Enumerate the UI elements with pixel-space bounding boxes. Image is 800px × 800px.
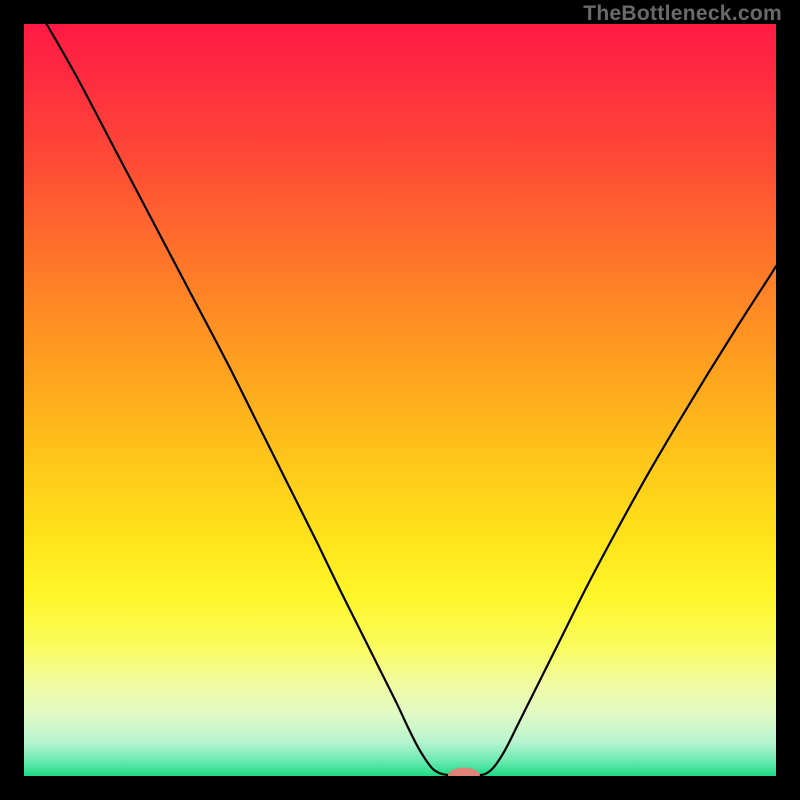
plot-area (24, 24, 776, 776)
chart-frame: TheBottleneck.com (0, 0, 800, 800)
plot-svg (24, 24, 776, 776)
gradient-background (24, 24, 776, 776)
watermark-label: TheBottleneck.com (583, 2, 782, 26)
